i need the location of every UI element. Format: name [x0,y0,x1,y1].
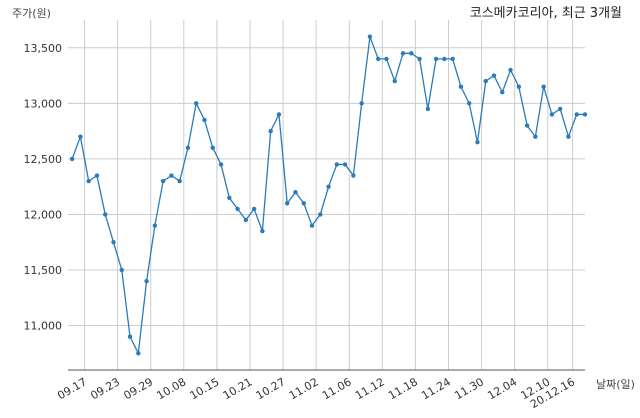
x-tick-label: 11.12 [353,375,387,402]
x-tick-label: 11.06 [320,375,354,402]
x-tick-label: 11.18 [386,375,420,402]
data-point [566,134,571,139]
data-point [144,278,149,284]
x-tick-label: 11.30 [452,375,486,402]
data-point [367,34,373,39]
y-tick-label: 12,000 [24,208,63,221]
data-point [185,145,191,150]
data-point [251,206,257,212]
data-point [309,223,315,228]
y-tick-label: 11,000 [24,320,63,333]
data-point [94,173,100,178]
data-point [276,112,282,117]
data-point [127,334,133,339]
data-point [103,212,108,217]
y-tick-label: 11,500 [24,264,63,277]
y-axis-label: 주가(원) [12,7,51,20]
data-point [202,117,207,123]
data-point [351,173,356,178]
data-point [227,195,232,200]
x-tick-labels: 09.17 09.23 09.29 10.08 10.15 10.21 10.27 11.02… [55,375,577,411]
data-point [524,123,530,128]
data-point [549,112,555,117]
data-point [136,351,141,356]
data-point [334,162,340,167]
data-point [359,101,364,106]
x-tick-label: 11.02 [287,375,321,402]
chart-title: 코스메카코리아, 최근 3개월 [470,6,622,21]
data-point [69,156,75,162]
data-point [177,178,182,184]
data-point [342,162,348,167]
data-point [508,67,513,73]
data-point [318,212,323,217]
price-points [69,34,588,356]
data-point [433,56,439,62]
data-point [582,112,588,117]
data-point [475,140,480,145]
data-point [392,78,397,84]
data-point [500,90,505,95]
y-tick-label: 12,500 [24,153,63,166]
data-point [194,101,199,106]
data-point [384,56,389,62]
data-point [425,106,431,112]
data-point [450,56,455,62]
data-point [169,173,174,178]
x-tick-label: 10.15 [188,375,222,402]
y-tick-labels: 11,000 11,500 12,000 12,500 13,000 13,500 [24,42,63,333]
data-point [458,84,464,89]
data-point [235,206,240,212]
data-point [86,178,91,184]
data-point [557,106,563,112]
data-point [491,73,497,78]
x-tick-label: 10.08 [155,375,189,402]
data-point [119,267,124,273]
data-point [152,223,158,228]
data-point [293,190,298,195]
data-point [301,201,306,206]
data-point [574,112,579,117]
data-point [260,228,265,234]
data-point [417,56,422,62]
y-tick-label: 13,000 [24,97,63,110]
x-tick-label: 09.29 [121,375,155,402]
x-tick-label: 12.04 [485,375,519,402]
data-point [409,51,414,56]
price-line [71,36,585,356]
data-point [326,184,331,189]
data-point [210,145,215,150]
x-tick-label: 09.17 [55,375,89,402]
data-point [516,84,522,89]
data-point [285,201,290,206]
y-tick-label: 13,500 [24,42,63,55]
data-point [483,78,488,84]
x-tick-label: 09.23 [88,375,122,402]
data-point [400,51,406,56]
data-point [376,56,381,62]
grid [68,20,585,370]
data-point [466,101,472,106]
data-point [111,240,116,245]
data-point [218,162,224,167]
data-point [268,128,273,134]
data-point [533,134,538,139]
data-point [243,217,249,223]
data-point [541,84,546,89]
data-point [160,178,166,184]
data-point [78,134,83,139]
x-tick-label: 11.24 [419,375,453,402]
x-tick-label: 10.21 [221,375,255,402]
x-axis-label: 날짜(일) [596,377,635,391]
data-point [442,56,447,62]
x-tick-label: 10.27 [254,375,288,402]
